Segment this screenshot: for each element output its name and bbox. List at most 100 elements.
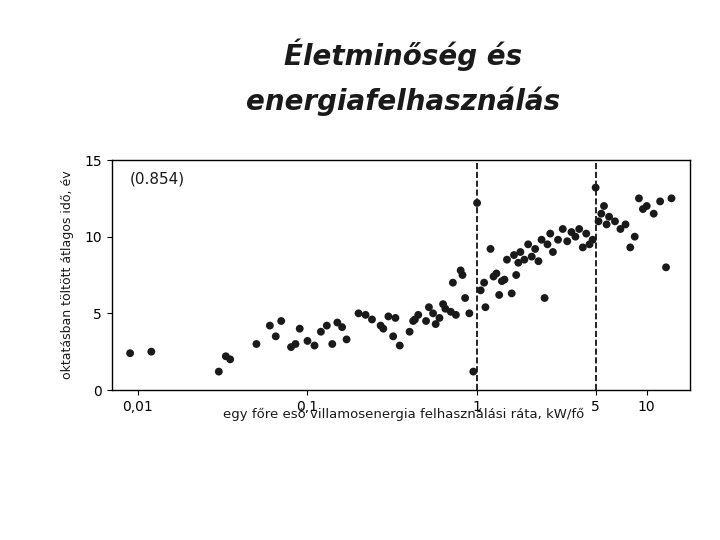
Point (478, 278, 490, 287)
Point (326, 340, 338, 348)
Point (408, 316, 419, 325)
Point (603, 212, 615, 221)
Point (360, 310, 372, 319)
Point (420, 316, 432, 325)
Point (445, 307, 456, 316)
Point (456, 271, 468, 279)
Point (459, 294, 471, 302)
Point (390, 314, 401, 322)
Text: Életminőség és: Életminőség és (284, 39, 522, 71)
Text: oktatásban töltött átlagos idő, év: oktatásban töltött átlagos idő, év (60, 171, 73, 379)
Point (321, 321, 333, 330)
Point (437, 300, 449, 308)
Text: (0.854): (0.854) (130, 171, 185, 186)
Point (332, 318, 343, 327)
Point (529, 245, 541, 253)
Point (590, 183, 601, 192)
Point (285, 343, 297, 352)
Point (499, 275, 510, 284)
Point (629, 232, 641, 241)
Point (624, 243, 636, 252)
Point (377, 325, 389, 333)
Point (496, 277, 508, 286)
Point (251, 340, 262, 348)
Point (533, 257, 544, 266)
Point (382, 312, 394, 321)
Point (526, 252, 538, 261)
Point (394, 341, 405, 350)
Point (510, 271, 522, 279)
Point (508, 251, 520, 259)
Point (302, 336, 313, 345)
Point (501, 255, 513, 264)
Point (341, 335, 352, 344)
Point (485, 245, 496, 253)
Point (562, 237, 573, 246)
Point (615, 225, 626, 233)
Point (366, 315, 378, 324)
Point (523, 240, 534, 248)
Point (375, 321, 387, 330)
Point (447, 278, 459, 287)
Point (513, 259, 524, 267)
Point (641, 201, 652, 210)
Point (490, 269, 502, 278)
Point (220, 352, 232, 361)
Text: energiafelhasználás: energiafelhasználás (246, 86, 560, 116)
Point (289, 340, 301, 348)
Point (609, 217, 621, 226)
Point (276, 316, 287, 325)
Point (430, 320, 441, 328)
Point (587, 235, 598, 244)
Point (600, 220, 612, 229)
Point (309, 341, 320, 350)
Point (336, 323, 348, 332)
Point (213, 367, 225, 376)
Point (539, 294, 550, 302)
Point (475, 286, 487, 295)
Point (480, 303, 491, 312)
Point (544, 230, 556, 238)
Point (515, 248, 526, 256)
Point (654, 197, 666, 206)
Point (620, 220, 631, 229)
Point (557, 225, 569, 233)
Text: egy főre eső villamosenergia felhasználási ráta, kW/fő: egy főre eső villamosenergia felhasználá… (222, 408, 584, 421)
Point (433, 314, 445, 322)
Point (633, 194, 644, 202)
Point (450, 310, 462, 319)
Point (577, 243, 588, 252)
Point (387, 332, 399, 341)
Point (552, 235, 564, 244)
Point (427, 309, 438, 318)
Point (593, 217, 604, 226)
Point (598, 201, 610, 210)
Point (125, 349, 136, 357)
Point (440, 305, 451, 313)
Point (315, 327, 327, 336)
Point (455, 266, 467, 275)
Point (467, 367, 479, 376)
Point (666, 194, 678, 202)
Point (270, 332, 282, 341)
Point (353, 309, 364, 318)
Point (493, 291, 505, 299)
Point (409, 315, 420, 324)
Point (506, 289, 518, 298)
Point (225, 355, 236, 363)
Point (660, 263, 672, 272)
Point (584, 240, 595, 248)
Point (547, 248, 559, 256)
Point (518, 255, 530, 264)
Point (464, 309, 475, 318)
Point (264, 321, 276, 330)
Point (487, 272, 499, 281)
Point (566, 228, 577, 237)
Point (573, 225, 585, 233)
Point (404, 327, 415, 336)
Point (541, 240, 553, 248)
Point (580, 230, 592, 238)
Point (145, 347, 157, 356)
Point (570, 232, 581, 241)
Point (413, 310, 424, 319)
